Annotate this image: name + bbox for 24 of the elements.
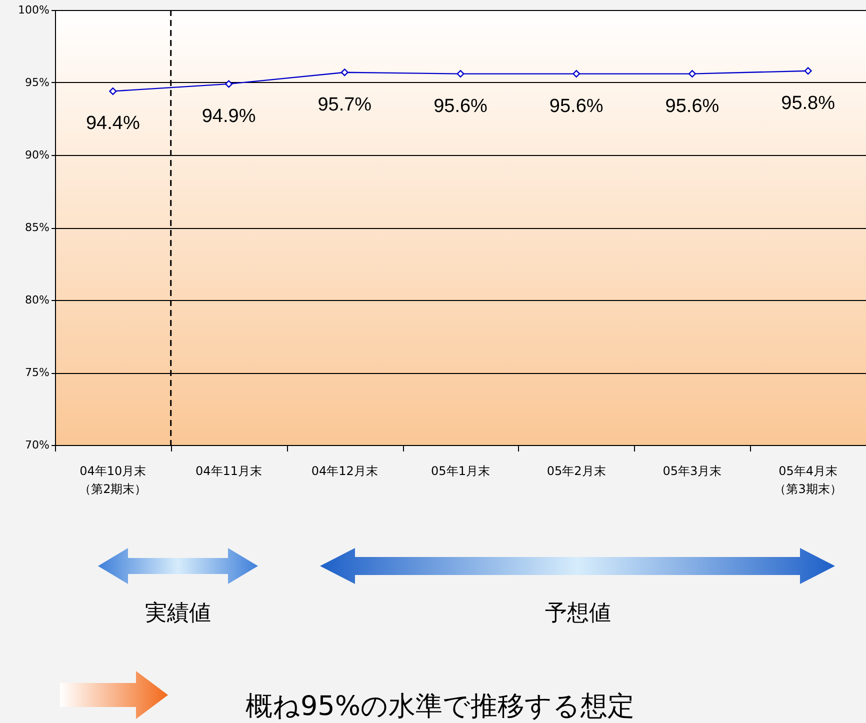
y-tick-label: 75%	[25, 366, 50, 379]
text: 概ね95%の水準で推移する想定	[245, 690, 635, 723]
x-tick-label: 05年3月末	[662, 463, 723, 480]
y-tick-label: 90%	[25, 148, 50, 162]
y-tick-label: 70%	[25, 438, 50, 452]
x-tick-label: 05年1月末	[430, 463, 491, 480]
data-label: 95.6%	[434, 96, 488, 117]
y-tick-label: 80%	[25, 294, 50, 306]
data-label: 95.6%	[665, 96, 720, 117]
text: 実績値	[145, 600, 211, 628]
x-tick-label: 04年11月末	[194, 463, 264, 480]
data-label: 94.9%	[202, 106, 256, 127]
data-label: 95.7%	[318, 94, 372, 116]
data-label: 95.6%	[549, 96, 604, 117]
y-tick-label: 100%	[18, 4, 50, 16]
text: 予想値	[545, 600, 611, 628]
data-label: 95.8%	[781, 92, 836, 114]
y-tick-label: 95%	[25, 76, 50, 89]
x-tick-label: 04年12月末	[310, 463, 379, 480]
y-tick-label: 85%	[25, 221, 50, 234]
x-tick-label: 05年2月末	[546, 463, 607, 480]
data-label: 94.4%	[86, 113, 140, 134]
x-tick-label: 04年10月末（第2期末）	[78, 463, 148, 498]
x-tick-label: 05年4月末（第3期末）	[773, 463, 843, 498]
